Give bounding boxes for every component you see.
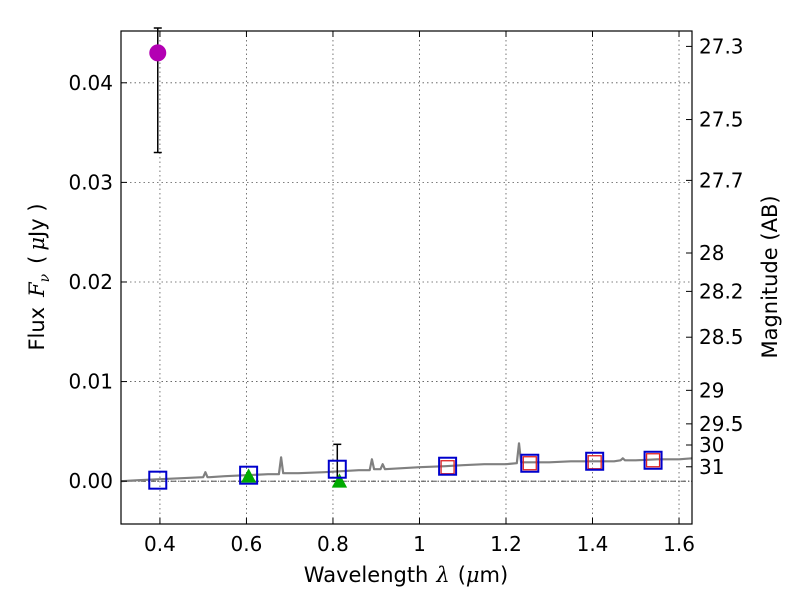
y-tick-label: 0.03 [68, 170, 113, 194]
y-axis-label: FluxFν(μJy ) [25, 203, 53, 350]
observed-point-blue [520, 453, 540, 473]
observed-point-blue [438, 456, 458, 476]
observed-point-blue [585, 451, 605, 471]
plot-frame [120, 30, 693, 525]
model-point-green [240, 468, 257, 483]
x-tick-label: 1.4 [577, 532, 609, 556]
magnitude-tick-label: 28 [699, 241, 724, 265]
magnitude-tick-label: 27.5 [699, 108, 744, 132]
observed-point-blue [327, 459, 347, 479]
magnitude-tick-label: 29.5 [699, 412, 744, 436]
y-tick-label: 0.04 [68, 71, 113, 95]
ticks: 0.4 0.6 0.8 1 1.2 1.4 1.6 0.00 0.01 0.02 0.03 0.04 2… [68, 31, 744, 556]
magnitude-tick-label: 29 [699, 378, 724, 402]
x-tick-label: 0.6 [231, 532, 263, 556]
y-tick-label: 0.00 [68, 469, 113, 493]
model-point-red [522, 456, 537, 471]
magnitude-tick-label: 27.3 [699, 34, 744, 58]
x-axis-label: Wavelength λ (μm) [304, 563, 508, 587]
magnitude-tick-label: 28.2 [699, 279, 744, 303]
magnitude-tick-label: 31 [699, 455, 724, 479]
series [120, 27, 693, 490]
model-point-red [440, 460, 455, 475]
observed-point-blue [148, 470, 168, 490]
x-tick-label: 1.6 [663, 532, 695, 556]
magnitude-tick-label: 28.5 [699, 325, 744, 349]
x-tick-label: 1.2 [490, 532, 522, 556]
model-point-red [645, 453, 661, 468]
x-tick-label: 0.4 [144, 532, 176, 556]
sed-model-line [120, 442, 693, 483]
magnitude-tick-label: 30 [699, 433, 724, 457]
x-tick-label: 1 [413, 532, 426, 556]
model-point-red [587, 455, 602, 470]
y-tick-label: 0.02 [68, 270, 113, 294]
observed-point-blue [239, 465, 259, 485]
magnitude-tick-label: 27.7 [699, 168, 744, 192]
observed-point-magenta [149, 44, 167, 62]
x-tick-label: 0.8 [317, 532, 349, 556]
y-tick-label: 0.01 [68, 370, 113, 394]
model-point-green [331, 473, 348, 488]
y2-axis-label: Magnitude (AB) [758, 195, 782, 358]
grid [121, 31, 692, 524]
observed-point-blue [643, 450, 663, 470]
